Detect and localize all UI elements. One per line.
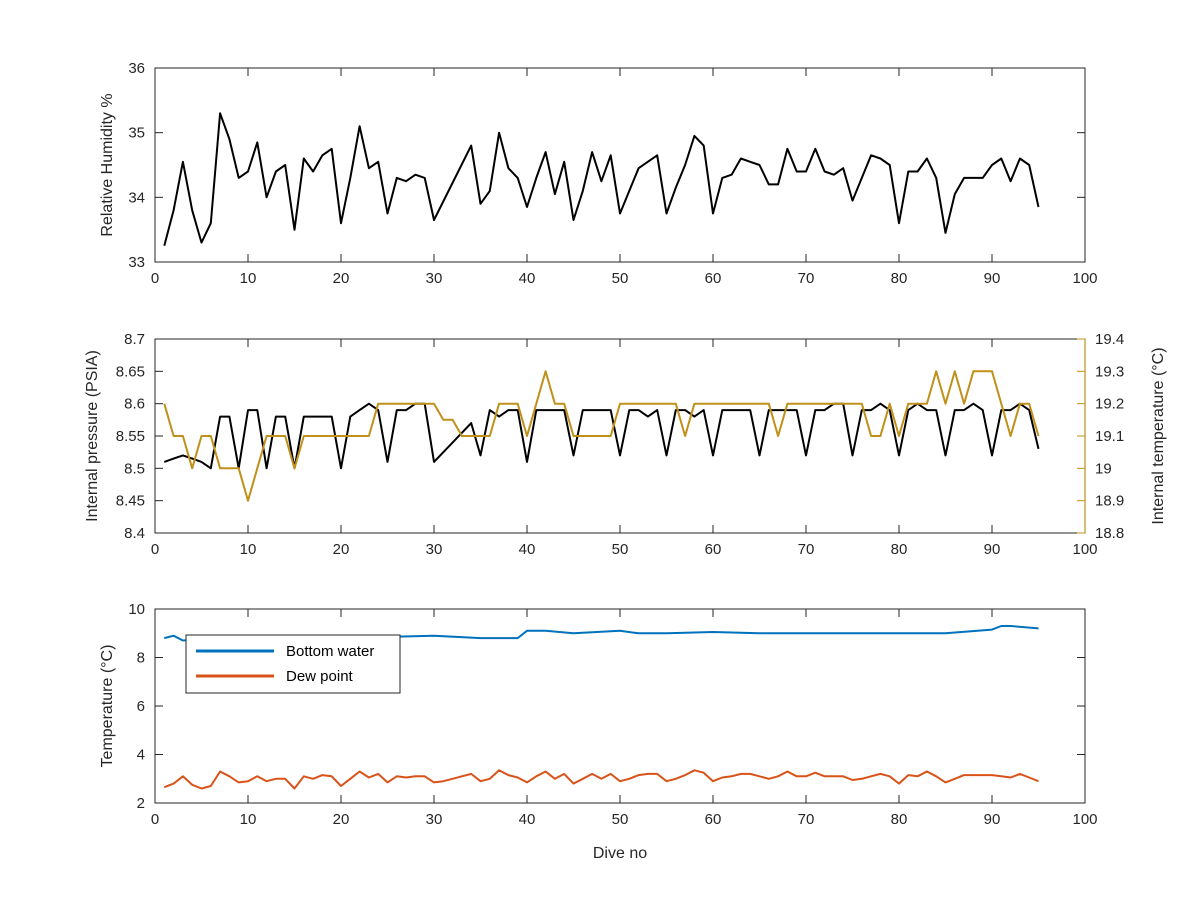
x-tick-label: 50	[612, 541, 629, 558]
x-tick-label: 0	[151, 811, 159, 828]
x-tick-label: 0	[151, 541, 159, 558]
y-right-axis-label: Internal temperature (°C)	[1150, 347, 1167, 524]
x-tick-label: 20	[333, 270, 350, 287]
x-tick-label: 90	[984, 811, 1001, 828]
y-tick-label: 34	[128, 189, 145, 206]
x-tick-label: 90	[984, 270, 1001, 287]
x-axis-label: Dive no	[593, 845, 647, 862]
y-tick-label: 8.6	[124, 396, 145, 413]
y-right-tick-label: 18.9	[1095, 493, 1124, 510]
series-line-1	[163, 370, 1040, 502]
y-axis-label: Relative Humidity %	[99, 93, 116, 236]
series-line-0	[163, 402, 1040, 470]
y-tick-label: 33	[128, 254, 145, 271]
plot-area	[154, 338, 1086, 534]
x-tick-label: 10	[240, 541, 257, 558]
series-line-0	[163, 112, 1040, 247]
x-tick-label: 30	[426, 811, 443, 828]
y-tick-label: 8	[137, 650, 145, 667]
y-tick-label: 8.4	[124, 525, 145, 542]
y-right-tick-label: 18.8	[1095, 525, 1124, 542]
pressure-temperature-plot: 0 10 20 30 40 50 60 70 80 90 100 8.4 8.45 8.5 8.55 8.6 8…	[84, 331, 1167, 558]
x-tick-label: 70	[798, 541, 815, 558]
y-right-tick-label: 19.1	[1095, 428, 1124, 445]
y-right-tick-label: 19.3	[1095, 363, 1124, 380]
y-tick-label: 35	[128, 125, 145, 142]
x-tick-label: 10	[240, 811, 257, 828]
y-axis-label: Internal pressure (PSIA)	[84, 350, 101, 522]
y-right-tick-label: 19.2	[1095, 396, 1124, 413]
x-tick-label: 70	[798, 270, 815, 287]
x-tick-label: 40	[519, 541, 536, 558]
x-tick-label: 100	[1072, 811, 1097, 828]
x-tick-label: 40	[519, 270, 536, 287]
series-line-1	[163, 769, 1039, 790]
legend-entry: Dew point	[286, 668, 354, 685]
y-tick-label: 10	[128, 601, 145, 618]
legend-entry: Bottom water	[286, 643, 374, 660]
y-right-tick-label: 19	[1095, 460, 1112, 477]
y-tick-label: 8.45	[116, 493, 145, 510]
y-right-tick-label: 19.4	[1095, 331, 1124, 348]
y-tick-label: 8.5	[124, 460, 145, 477]
humidity-plot: 0 10 20 30 40 50 60 70 80 90 100 33 34 35 36 Relative H…	[99, 60, 1098, 287]
x-tick-label: 40	[519, 811, 536, 828]
x-tick-label: 60	[705, 811, 722, 828]
x-tick-label: 50	[612, 811, 629, 828]
temperature-plot: 0 10 20 30 40 50 60 70 80 90 100 2 4 6 8 10 Temperature …	[99, 601, 1098, 828]
x-tick-label: 10	[240, 270, 257, 287]
y-tick-label: 4	[137, 747, 145, 764]
x-tick-label: 80	[891, 270, 908, 287]
y-tick-label: 6	[137, 698, 145, 715]
x-tick-label: 30	[426, 270, 443, 287]
x-tick-label: 100	[1072, 270, 1097, 287]
x-tick-label: 80	[891, 541, 908, 558]
x-tick-label: 90	[984, 541, 1001, 558]
y-tick-label: 8.55	[116, 428, 145, 445]
y-tick-label: 8.65	[116, 363, 145, 380]
x-tick-label: 50	[612, 270, 629, 287]
x-tick-label: 70	[798, 811, 815, 828]
x-tick-label: 30	[426, 541, 443, 558]
x-tick-label: 60	[705, 270, 722, 287]
y-axis-label: Temperature (°C)	[99, 645, 116, 768]
y-tick-label: 8.7	[124, 331, 145, 348]
y-tick-label: 2	[137, 795, 145, 812]
x-tick-label: 0	[151, 270, 159, 287]
legend	[185, 634, 401, 694]
x-tick-label: 80	[891, 811, 908, 828]
y-tick-label: 36	[128, 60, 145, 77]
x-tick-label: 100	[1072, 541, 1097, 558]
x-tick-label: 60	[705, 541, 722, 558]
x-tick-label: 20	[333, 541, 350, 558]
x-tick-label: 20	[333, 811, 350, 828]
